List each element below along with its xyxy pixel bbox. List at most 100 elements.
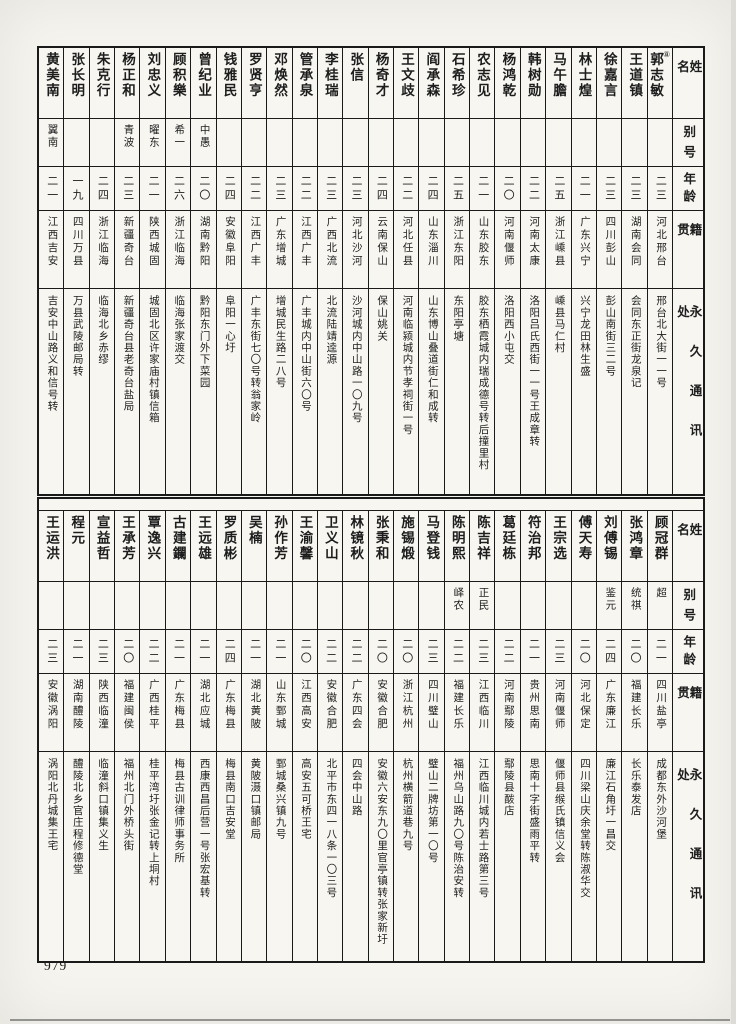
person-address-text: 洛阳西小屯交 (502, 295, 514, 366)
person-address: 吉安中山路义和信号转 (39, 288, 64, 494)
person-native-place: 广东增城 (267, 210, 292, 288)
person-alias (292, 118, 317, 166)
person-name: 孙作芳 (267, 511, 291, 581)
person-age-text: 二三 (324, 174, 337, 203)
person-name: 傅天寿 (572, 511, 596, 581)
person-address-text: 嵊县马仁村 (553, 295, 565, 354)
header-address-label: 永久通讯处 (675, 305, 702, 463)
person-name: 王承芳 (115, 511, 139, 581)
person-address-text: 江西临川城内若士路第三号 (477, 758, 489, 899)
person-age: 二〇 (571, 629, 596, 673)
person-address-text: 黔阳东门外下菜园 (198, 295, 210, 389)
person-age: 二一 (39, 166, 64, 210)
person-age-text: 二二 (451, 637, 464, 666)
person-name-text: 陈吉祥 (475, 515, 491, 562)
person-age: 二二 (140, 629, 165, 673)
person-name-text: 王远雄 (196, 515, 212, 562)
person-alias (394, 581, 419, 629)
person-column: 张鸿章 统祺 二〇 福建长乐 长乐泰发店 (621, 511, 647, 961)
person-name-text: 古建鑭 (170, 515, 186, 562)
person-address: 新疆奇台县老奇台盐局 (115, 288, 140, 494)
person-alias (546, 118, 571, 166)
person-native-place: 湖南醴陵 (64, 673, 89, 751)
person-name-text: 郭志敏 (648, 52, 664, 99)
person-column: 韩树勋 二二 河南太康 洛阳吕氏西街一一号王成章转 (519, 48, 546, 494)
person-alias-text: 统祺 (629, 587, 641, 612)
header-name: 姓名 (673, 48, 703, 118)
person-age-text: 二二 (147, 637, 160, 666)
person-native-place: 湖北黄陂 (241, 673, 267, 751)
person-alias (241, 118, 267, 166)
person-alias: 翼南 (39, 118, 64, 166)
person-age-text: 二三 (96, 637, 109, 666)
person-address-text: 黄陂滠口镇邮局 (249, 758, 261, 840)
person-column: 王承芳 二〇 福建闽侯 福州北门外桥头街 (114, 511, 140, 961)
person-native-place: 云南保山 (368, 210, 394, 288)
person-native-place: 浙江临海 (89, 210, 115, 288)
person-name-text: 王承芳 (120, 515, 136, 562)
person-alias-text: 中愚 (198, 124, 210, 149)
person-alias (343, 118, 368, 166)
person-alias: 正民 (470, 581, 495, 629)
person-age-text: 二三 (552, 637, 565, 666)
person-alias-text: 希一 (173, 124, 185, 149)
person-name-text: 符治邦 (525, 515, 541, 562)
person-age-text: 二五 (552, 174, 565, 203)
person-name: 杨正和 (115, 48, 139, 118)
person-column: 孙作芳 二一 山东鄄城 鄄城桑兴镇九号 (266, 511, 292, 961)
header-native-label: 籍贯 (675, 223, 702, 262)
person-name: 曾纪业 (191, 48, 215, 118)
person-address: 临潼斜口镇集义生 (89, 751, 115, 961)
person-name-text: 曾纪业 (196, 52, 212, 99)
person-alias (39, 581, 64, 629)
person-native-place-text: 浙江临海 (97, 216, 109, 268)
person-name: 陈明熙 (445, 511, 469, 581)
person-age: 二一 (647, 629, 672, 673)
person-native-place-text: 河南偃师 (502, 216, 514, 268)
person-name: 邓焕然 (267, 48, 291, 118)
person-name: 林镜秋 (343, 511, 367, 581)
person-native-place: 陕西城固 (140, 210, 165, 288)
person-alias (165, 581, 191, 629)
person-name: 刘傅锡 (597, 511, 621, 581)
person-age: 二五 (444, 166, 470, 210)
person-address-text: 成都东外沙河堡 (655, 758, 667, 840)
person-name-text: 王道镇 (627, 52, 643, 99)
person-name-text: 林士煌 (576, 52, 592, 99)
person-name: 王渝馨 (293, 511, 317, 581)
person-native-place-text: 广西北流 (325, 216, 337, 268)
person-age-text: 二〇 (121, 637, 134, 666)
spacer-row (39, 499, 703, 511)
person-address: 桂平湾圩张金记转上垌村 (140, 751, 165, 961)
person-alias (64, 581, 89, 629)
person-native-place: 广东梅县 (216, 673, 241, 751)
person-native-place: 四川彭山 (596, 210, 622, 288)
person-column: 王渝馨 二〇 江西高安 高安五可桥王宅 (291, 511, 317, 961)
person-native-place-text: 江西广丰 (300, 216, 312, 268)
person-address: 邢台北大街一一号 (647, 288, 672, 494)
person-name-text: 王文歧 (398, 52, 414, 99)
person-column: 陈明熙 峄农 二二 福建长乐 福州乌山路九〇号陈治安转 (443, 511, 470, 961)
person-address: 北流陆靖逵源 (317, 288, 343, 494)
person-name: 李桂瑞 (318, 48, 342, 118)
person-age-text: 二一 (172, 637, 185, 666)
person-alias: 峄农 (444, 581, 470, 629)
person-age-text: 二四 (426, 174, 439, 203)
person-name-text: 张秉和 (373, 515, 389, 562)
person-native-place: 广东兴宁 (571, 210, 596, 288)
person-native-place-text: 安徽阜阳 (223, 216, 235, 268)
person-name: 程元 (64, 511, 88, 581)
person-name: 钱雅民 (217, 48, 241, 118)
person-address-text: 桂平湾圩张金记转上垌村 (147, 758, 159, 887)
person-alias: 青波 (115, 118, 140, 166)
person-native-place-text: 广东兴宁 (578, 216, 590, 268)
person-column: 黄美南 翼南 二一 江西吉安 吉安中山路义和信号转 (39, 48, 64, 494)
person-name-text: 张信 (348, 52, 364, 83)
person-alias (292, 581, 317, 629)
person-age-text: 二二 (400, 174, 413, 203)
header-alias-label: 别号 (681, 125, 696, 166)
person-column: 石希珍 二五 浙江东阳 东阳亭塘 (443, 48, 470, 494)
person-native-place-text: 广东增城 (274, 216, 286, 268)
person-column: 符治邦 二一 贵州思南 思南十字街盛雨平转 (519, 511, 546, 961)
person-address-text: 四川梁山庆余堂转陈淑华交 (578, 758, 590, 899)
